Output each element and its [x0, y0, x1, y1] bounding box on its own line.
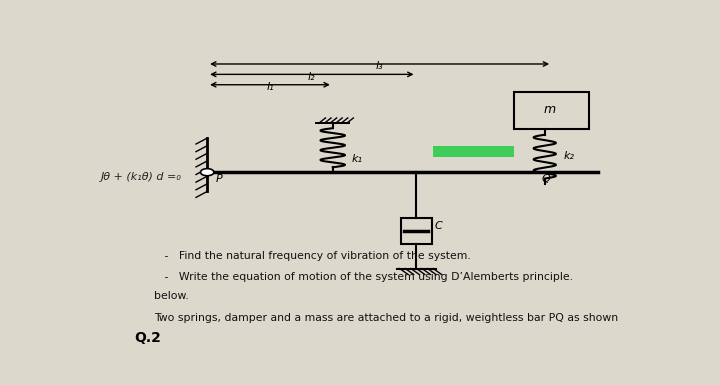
Text: l₁: l₁: [266, 82, 274, 92]
Circle shape: [200, 169, 214, 176]
Text: k₂: k₂: [563, 151, 574, 161]
Text: Jθ + (k₁θ) d =₀: Jθ + (k₁θ) d =₀: [101, 172, 182, 182]
Text: l₂: l₂: [308, 72, 315, 82]
Text: Q.2: Q.2: [135, 331, 161, 345]
Text: -   Write the equation of motion of the system using D’Alemberts principle.: - Write the equation of motion of the sy…: [154, 271, 573, 281]
Bar: [433, 146, 514, 157]
Bar: [514, 92, 590, 129]
Text: C: C: [435, 221, 443, 231]
Text: P: P: [215, 174, 222, 184]
Text: Two springs, damper and a mass are attached to a rigid, weightless bar PQ as sho: Two springs, damper and a mass are attac…: [154, 313, 618, 323]
Text: k₁: k₁: [351, 154, 362, 164]
Text: Q: Q: [542, 174, 551, 184]
Text: below.: below.: [154, 291, 189, 301]
Text: -   Find the natural frequency of vibration of the system.: - Find the natural frequency of vibratio…: [154, 251, 471, 261]
Bar: [401, 218, 432, 244]
Text: m: m: [543, 104, 555, 116]
Text: l₃: l₃: [376, 61, 384, 71]
